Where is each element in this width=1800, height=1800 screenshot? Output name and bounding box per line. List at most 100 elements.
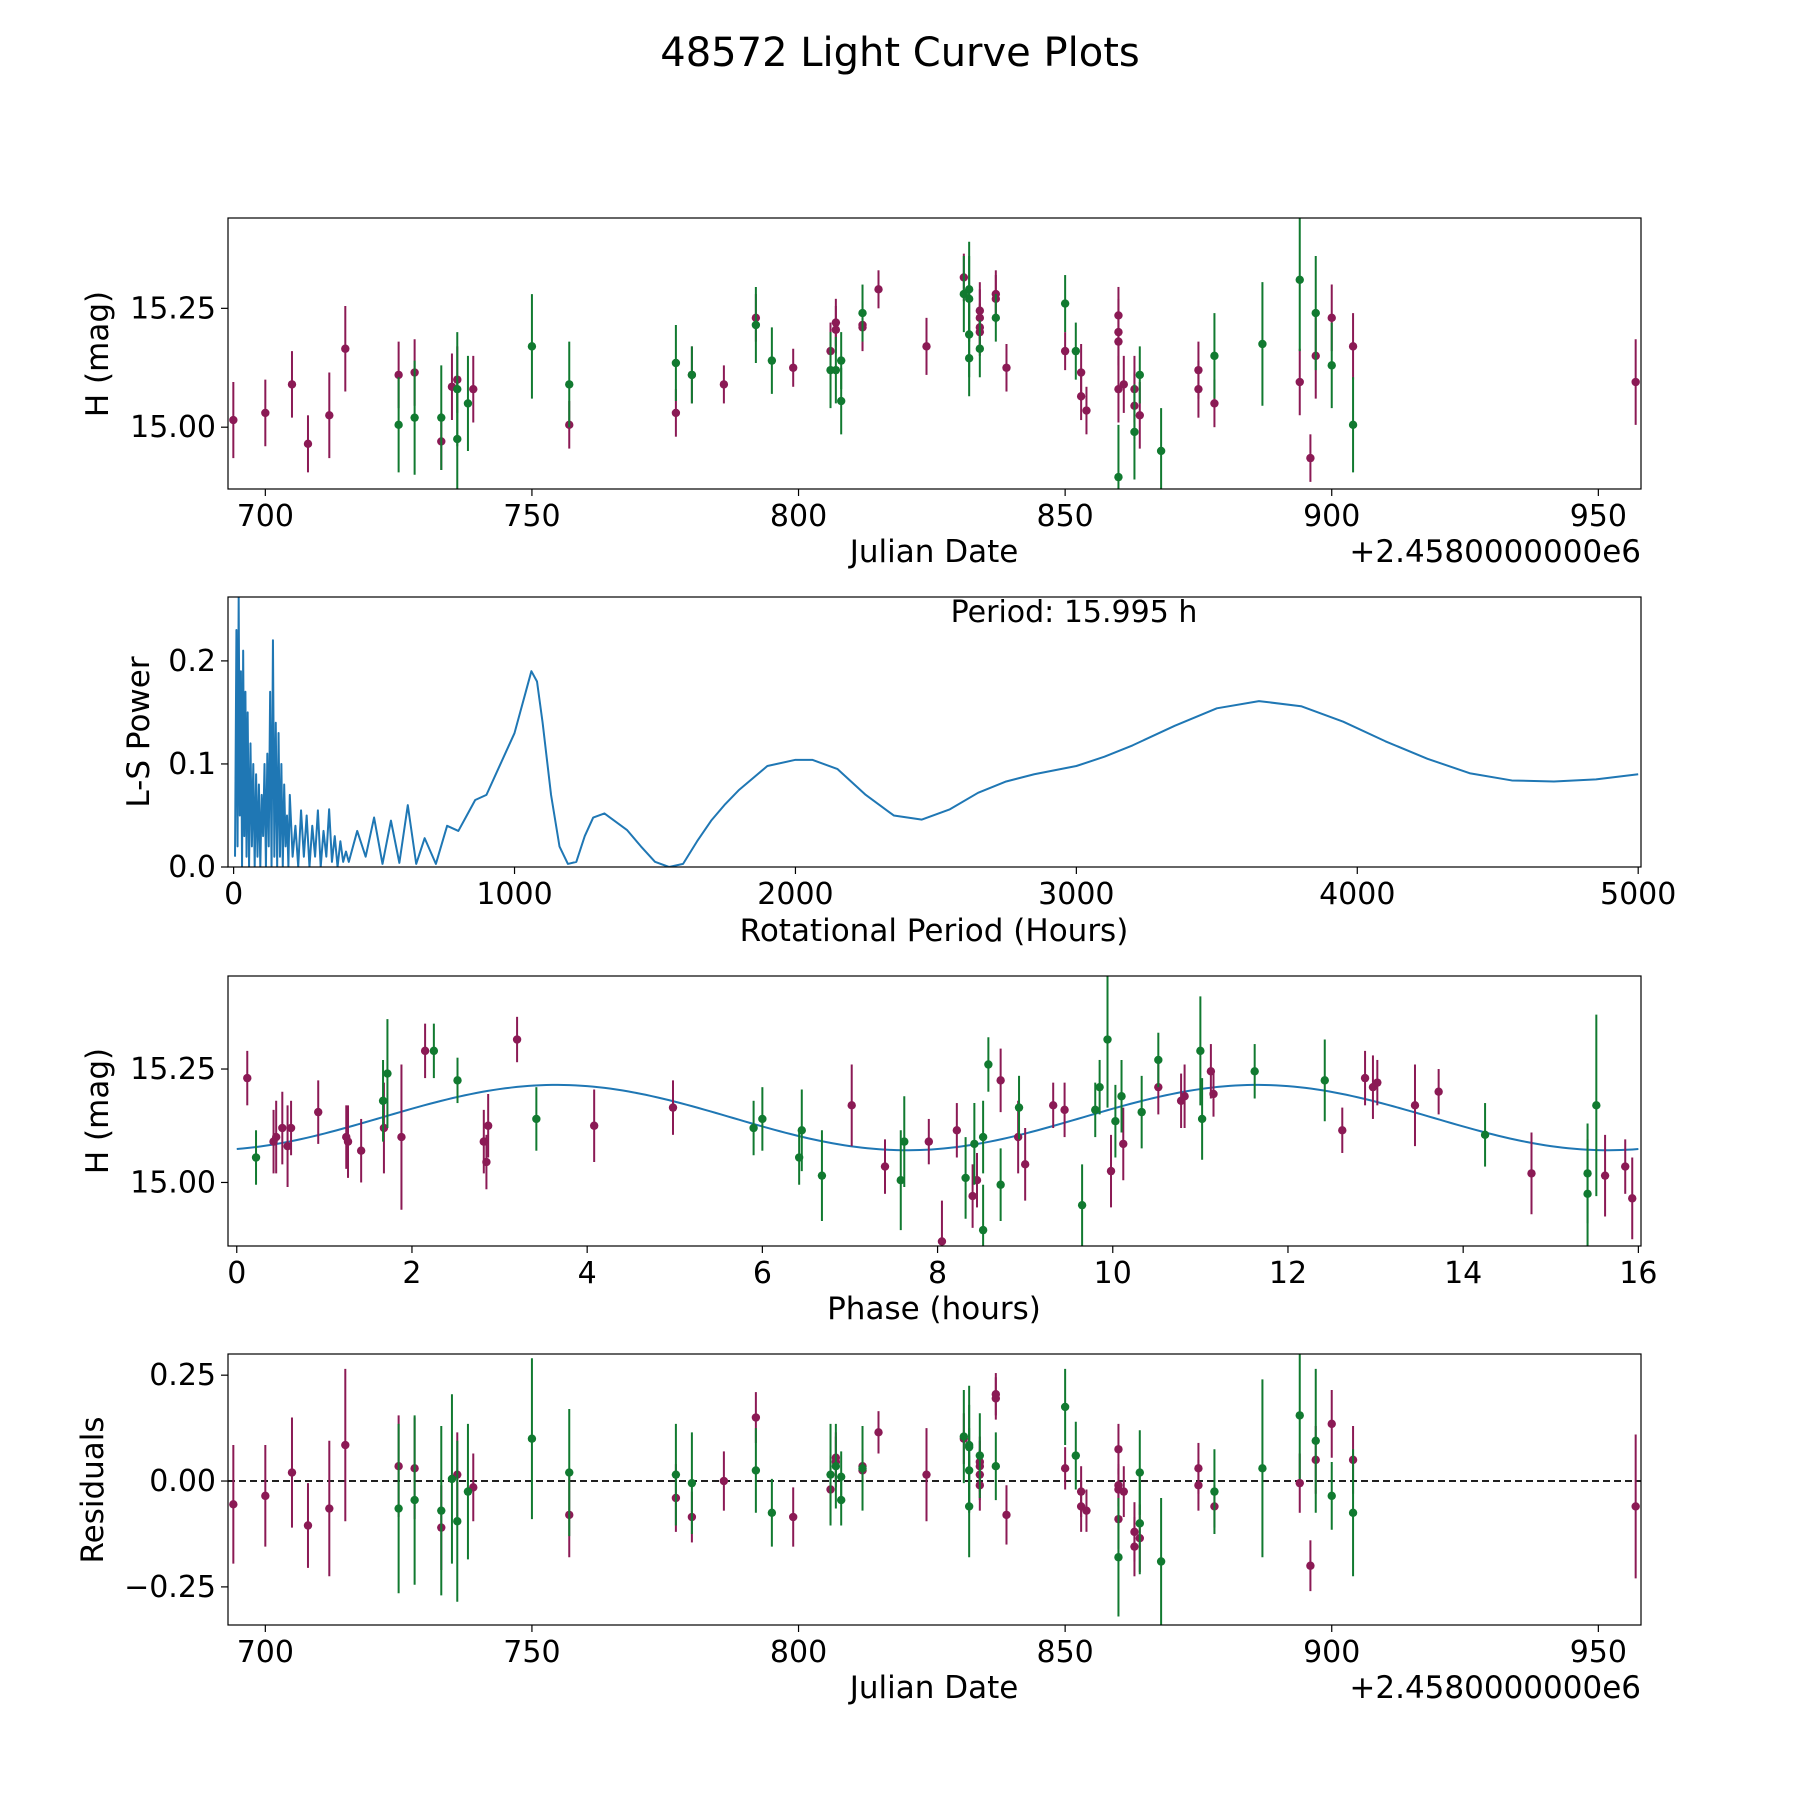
data-point-r bbox=[671, 408, 681, 418]
panel4-ytick-label: −0.25 bbox=[124, 1570, 216, 1605]
periodogram-curve bbox=[234, 597, 1639, 867]
data-point-r bbox=[922, 342, 931, 351]
data-point-g bbox=[1014, 1103, 1024, 1112]
data-point-g bbox=[970, 1139, 979, 1149]
panel3-xtick-label: 12 bbox=[1269, 1256, 1307, 1291]
data-point-g bbox=[1103, 1035, 1112, 1044]
data-point-r bbox=[271, 1132, 281, 1142]
lightcurve-frame bbox=[227, 217, 1642, 490]
data-point-r bbox=[469, 384, 478, 394]
panel2-xtick-label: 2000 bbox=[757, 877, 833, 912]
data-point-g bbox=[1060, 1402, 1070, 1412]
data-point-r bbox=[880, 1162, 890, 1171]
data-point-r bbox=[394, 370, 403, 380]
data-point-g bbox=[1295, 275, 1304, 285]
data-point-g bbox=[251, 1153, 261, 1162]
data-point-r bbox=[1434, 1087, 1443, 1096]
data-point-r bbox=[286, 1123, 296, 1133]
data-point-g bbox=[671, 358, 681, 368]
data-point-g bbox=[896, 1176, 905, 1185]
data-point-r bbox=[229, 415, 238, 425]
data-point-r bbox=[1194, 1481, 1203, 1490]
data-point-r bbox=[1060, 1105, 1069, 1115]
data-point-r bbox=[343, 1137, 353, 1146]
data-point-r bbox=[1338, 1126, 1347, 1135]
periodogram-ylabel: L-S Power bbox=[121, 656, 157, 807]
data-point-g bbox=[394, 1504, 403, 1513]
data-point-g bbox=[1077, 1200, 1087, 1210]
data-point-r bbox=[1306, 453, 1315, 463]
data-point-r bbox=[287, 1468, 297, 1477]
data-point-g bbox=[826, 1470, 835, 1479]
data-point-r bbox=[1348, 342, 1358, 351]
data-point-r bbox=[968, 1191, 977, 1201]
data-point-g bbox=[975, 344, 985, 353]
data-point-g bbox=[1114, 1553, 1123, 1562]
data-point-r bbox=[1106, 1166, 1116, 1176]
data-point-g bbox=[858, 1464, 867, 1473]
data-point-g bbox=[527, 1434, 537, 1443]
data-point-r bbox=[874, 285, 883, 294]
data-point-g bbox=[429, 1046, 439, 1056]
data-point-g bbox=[1592, 1101, 1601, 1110]
data-point-r bbox=[356, 1146, 366, 1155]
data-point-r bbox=[1082, 406, 1091, 415]
data-point-g bbox=[749, 1123, 758, 1133]
panel4-xtick-label: 950 bbox=[1570, 1635, 1627, 1670]
data-point-r bbox=[922, 1470, 931, 1479]
data-point-r bbox=[1119, 1487, 1128, 1496]
data-point-r bbox=[831, 318, 841, 327]
panel1-xtick-label: 950 bbox=[1570, 499, 1627, 534]
data-point-g bbox=[1311, 1436, 1320, 1446]
figure-title: 48572 Light Curve Plots bbox=[660, 30, 1139, 76]
data-point-r bbox=[1306, 1561, 1315, 1570]
data-point-g bbox=[1135, 370, 1144, 380]
data-point-r bbox=[1076, 368, 1086, 377]
data-point-g bbox=[978, 1225, 988, 1235]
data-point-g bbox=[817, 1171, 827, 1180]
data-point-g bbox=[1071, 1451, 1081, 1460]
data-point-g bbox=[1117, 1092, 1126, 1101]
residuals-frame bbox=[227, 1353, 1642, 1626]
data-point-r bbox=[314, 1107, 323, 1117]
panel3-xtick-label: 0 bbox=[227, 1256, 246, 1291]
data-point-r bbox=[512, 1035, 522, 1044]
panel-phased: 0 2 4 6 8 10 12 14 16 15.00 15.25 Phase (hours) H … bbox=[80, 975, 1657, 1327]
data-point-r bbox=[1295, 377, 1304, 387]
data-point-r bbox=[1048, 1101, 1058, 1110]
data-point-g bbox=[1135, 1468, 1144, 1477]
data-point-g bbox=[964, 294, 974, 304]
phased-ylabel: H (mag) bbox=[80, 1048, 116, 1174]
data-point-r bbox=[874, 1428, 883, 1437]
data-point-r bbox=[589, 1121, 599, 1130]
residuals-ylabel: Residuals bbox=[75, 1416, 111, 1563]
data-point-g bbox=[836, 396, 846, 406]
panel2-xtick-label: 3000 bbox=[1038, 877, 1114, 912]
data-point-g bbox=[437, 413, 446, 422]
data-point-r bbox=[341, 1440, 350, 1450]
phased-frame bbox=[227, 975, 1642, 1247]
data-point-r bbox=[283, 1141, 292, 1151]
data-point-g bbox=[453, 434, 462, 444]
data-point-r bbox=[1119, 1139, 1128, 1149]
panel4-xtick-label: 800 bbox=[770, 1635, 827, 1670]
phased-ticks: 0 2 4 6 8 10 12 14 16 15.00 15.25 bbox=[130, 1052, 1657, 1291]
data-point-g bbox=[383, 1069, 392, 1078]
data-point-g bbox=[1135, 1519, 1144, 1528]
data-point-r bbox=[1135, 411, 1144, 420]
periodogram-ticks: 0 1000 2000 3000 4000 5000 0.0 0.1 0.2 bbox=[168, 644, 1676, 912]
panel4-ytick-label: 0.25 bbox=[149, 1358, 216, 1393]
data-point-g bbox=[1197, 1114, 1207, 1124]
data-point-g bbox=[532, 1114, 541, 1124]
data-point-r bbox=[261, 1491, 270, 1501]
residual-ticks: 700 750 800 850 900 950 −0.25 0.00 0.25 bbox=[124, 1358, 1627, 1670]
data-point-r bbox=[229, 1500, 238, 1509]
data-point-g bbox=[767, 1508, 777, 1517]
data-point-g bbox=[410, 1495, 419, 1505]
data-point-g bbox=[687, 1478, 697, 1488]
data-point-g bbox=[991, 1462, 1001, 1471]
data-point-g bbox=[437, 1506, 446, 1515]
panel1-xtick-label: 850 bbox=[1037, 499, 1094, 534]
data-point-g bbox=[565, 1468, 574, 1477]
data-point-r bbox=[1020, 1160, 1030, 1169]
